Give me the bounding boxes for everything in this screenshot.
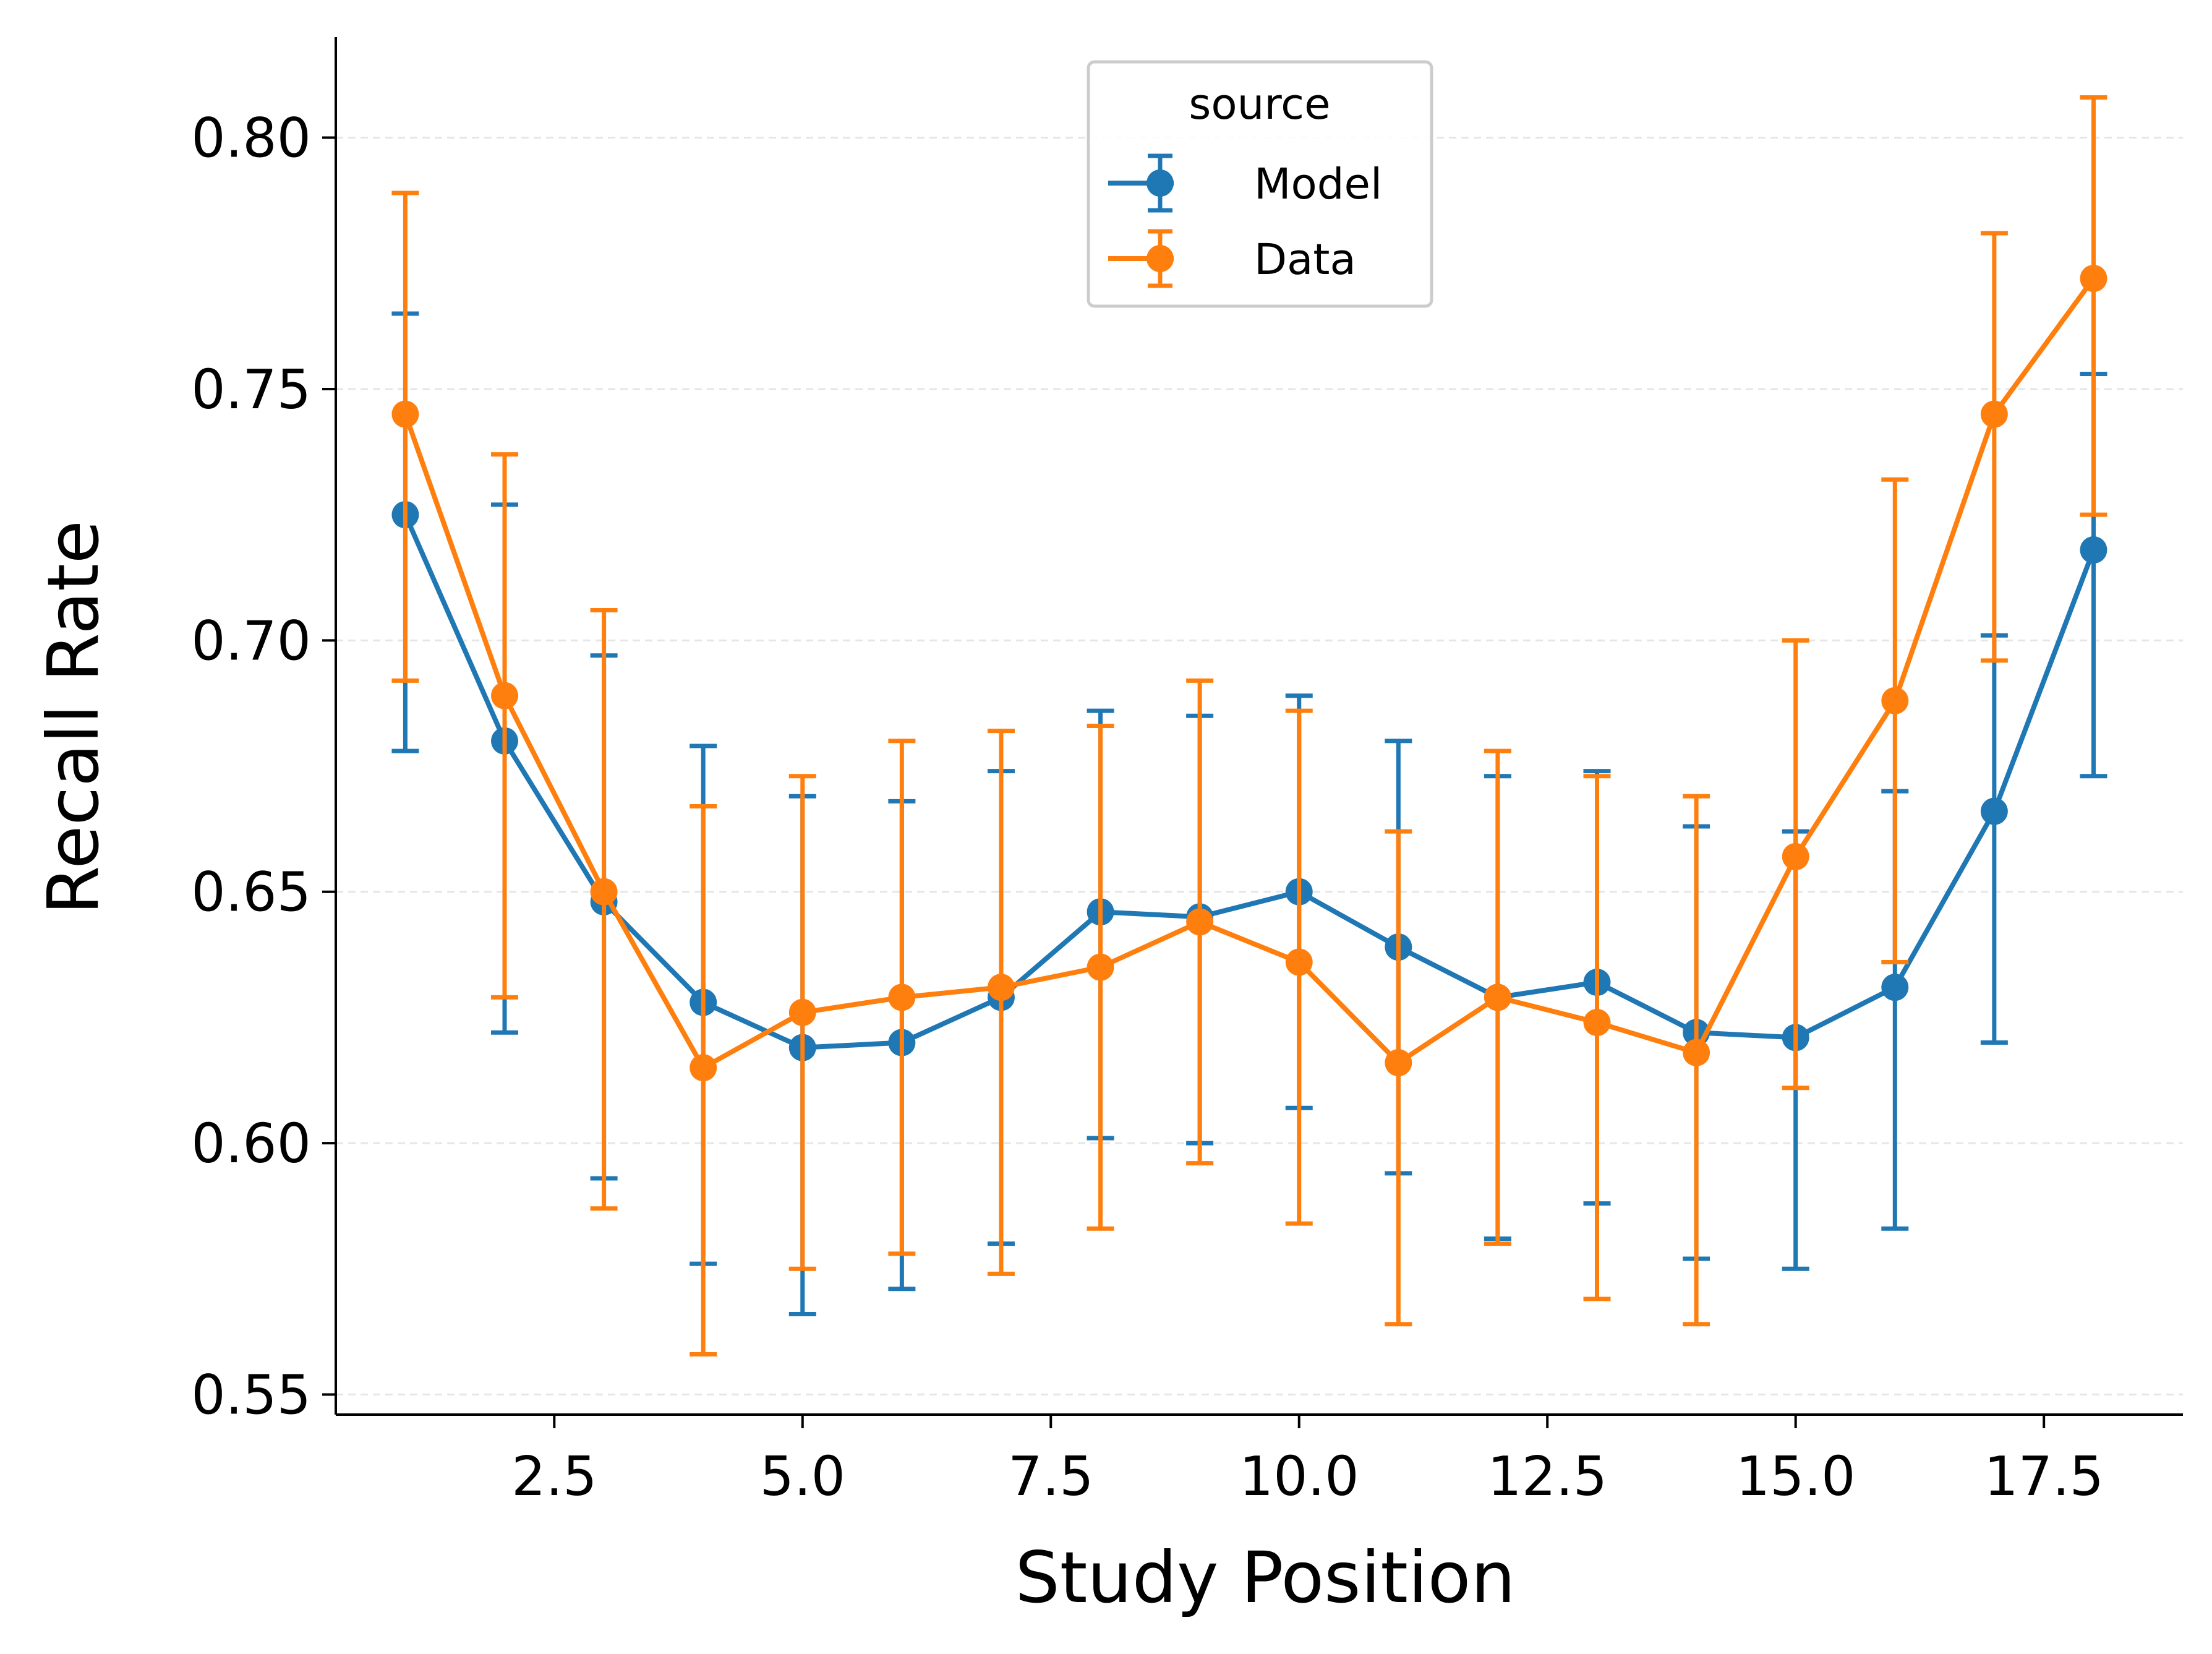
data-point bbox=[2080, 265, 2107, 293]
x-tick-label: 17.5 bbox=[1984, 1445, 2104, 1508]
x-tick-label: 10.0 bbox=[1239, 1445, 1359, 1508]
axes: 0.55 0.60 0.65 0.70 0.75 0.80 2.5 5.0 7.5 10.0 12.… bbox=[191, 37, 2183, 1508]
data-point bbox=[1782, 842, 1809, 870]
series-line bbox=[403, 276, 2096, 1071]
data-point bbox=[788, 998, 816, 1026]
y-axis-title: Recall Rate bbox=[32, 520, 114, 915]
series-layer bbox=[391, 95, 2107, 1356]
legend-frame bbox=[1087, 60, 1433, 308]
legend-marker bbox=[1147, 169, 1174, 197]
x-tick-label: 15.0 bbox=[1736, 1445, 1856, 1508]
data-point bbox=[1484, 983, 1511, 1011]
data-point bbox=[2080, 536, 2107, 564]
data-point bbox=[1881, 974, 1909, 1001]
data-point bbox=[987, 974, 1015, 1001]
legend-label: Model bbox=[1254, 160, 1382, 209]
series-data bbox=[391, 95, 2107, 1356]
data-point bbox=[491, 682, 519, 709]
legend-label: Data bbox=[1254, 235, 1356, 285]
legend-entry-data: Data bbox=[1108, 229, 1356, 288]
data-point bbox=[1186, 908, 1214, 936]
grid bbox=[336, 137, 2183, 1395]
data-point bbox=[1980, 400, 2008, 428]
data-point bbox=[590, 878, 618, 906]
data-point bbox=[1583, 1009, 1611, 1037]
data-point bbox=[1980, 797, 2008, 825]
x-tick-label: 2.5 bbox=[511, 1445, 597, 1508]
y-tick-label: 0.55 bbox=[191, 1363, 311, 1426]
legend-entry-model: Model bbox=[1108, 153, 1382, 213]
legend-marker bbox=[1147, 245, 1174, 272]
y-tick-label: 0.60 bbox=[191, 1112, 311, 1175]
x-tick-label: 7.5 bbox=[1008, 1445, 1093, 1508]
data-point bbox=[1683, 1039, 1710, 1066]
y-tick-label: 0.80 bbox=[191, 107, 311, 170]
x-axis-title: Study Position bbox=[1015, 1536, 1515, 1619]
series-line bbox=[403, 513, 2096, 1050]
data-point bbox=[1385, 1049, 1412, 1077]
legend-entries: Model Data bbox=[1108, 153, 1382, 288]
data-point bbox=[391, 400, 419, 428]
legend: source Model Data bbox=[1087, 60, 1433, 308]
x-tick-label: 5.0 bbox=[760, 1445, 845, 1508]
y-tick-label: 0.65 bbox=[191, 861, 311, 924]
x-tick-label: 12.5 bbox=[1487, 1445, 1607, 1508]
y-tick-label: 0.70 bbox=[191, 609, 311, 672]
data-point bbox=[1285, 948, 1313, 976]
data-point bbox=[690, 1054, 717, 1082]
legend-title: source bbox=[1189, 80, 1330, 129]
data-point bbox=[1087, 953, 1114, 981]
data-point bbox=[888, 983, 916, 1011]
y-tick-label: 0.75 bbox=[191, 358, 311, 421]
data-point bbox=[1881, 687, 1909, 714]
